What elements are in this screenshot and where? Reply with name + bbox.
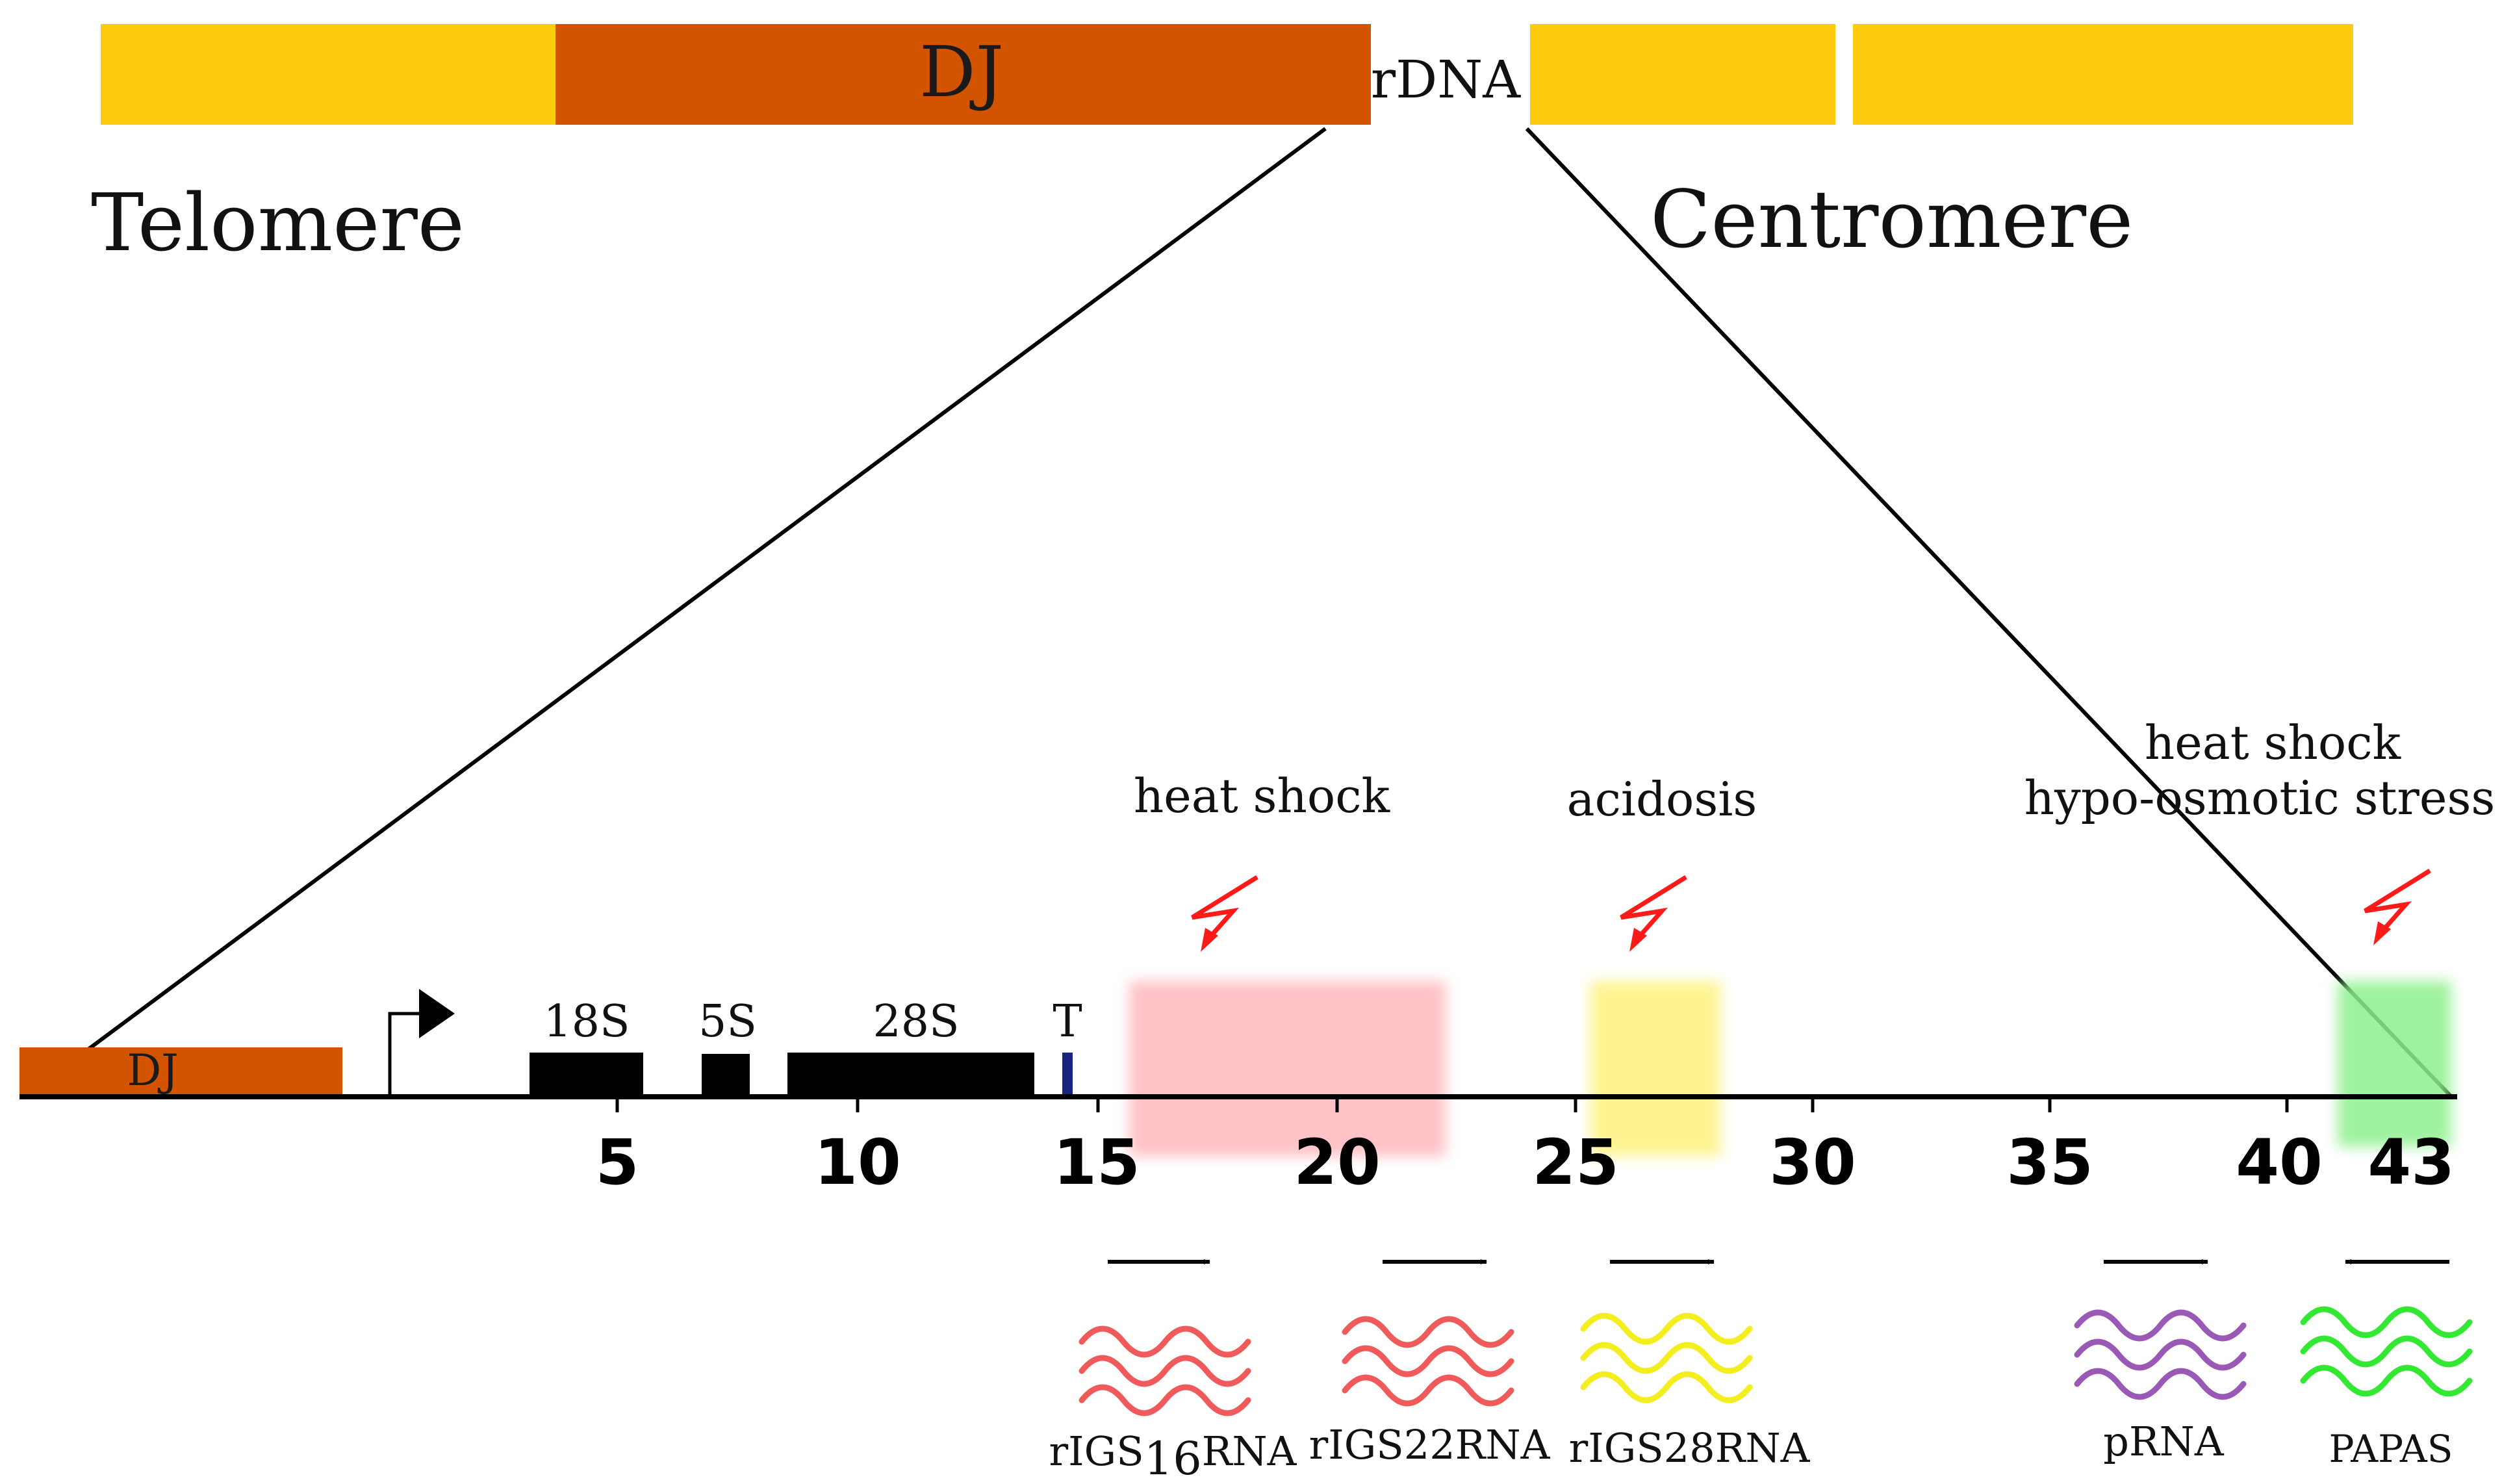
centromere-label: Centromere — [1650, 173, 2133, 266]
tick-label-20: 20 — [1294, 1126, 1381, 1199]
papas-label: PAPAS — [2329, 1427, 2453, 1471]
zoom-line-left — [21, 127, 1327, 1100]
chromosome-dj-label: DJ — [919, 32, 1004, 113]
chromosome-rdna-label: rDNA — [1371, 49, 1521, 110]
stress-hypo-osmotic-label: hypo-osmotic stress — [2024, 771, 2496, 825]
stress-acidosis-label: acidosis — [1567, 772, 1757, 826]
lightning-bolt-icon — [1620, 875, 1687, 952]
prna-icon — [2074, 1309, 2247, 1400]
rigs28-rna-icon — [1580, 1312, 1753, 1403]
tick-marks — [615, 1097, 2289, 1112]
prna-label: pRNA — [2103, 1418, 2225, 1465]
stress-heat-shock-2-label: heat shock — [2145, 715, 2402, 770]
chromosome-arm-right-2 — [1853, 24, 2353, 125]
gene-18s — [530, 1053, 643, 1097]
papas-rna-icon — [2300, 1306, 2473, 1397]
telomere-label: Telomere — [91, 177, 465, 269]
zoom-line-right — [1525, 127, 2455, 1100]
chromosome-arm-right-1 — [1530, 24, 1835, 125]
stress-heat-shock-label: heat shock — [1134, 769, 1391, 823]
rigs16-subscript: 16 — [1144, 1432, 1202, 1484]
rdna-unit: DJ 18S 5S 28S T 5 10 15 20 25 30 — [19, 989, 2457, 1199]
chromosome-arm-left — [101, 24, 555, 125]
gene-18s-label: 18S — [543, 996, 630, 1047]
tick-label-25: 25 — [1532, 1126, 1619, 1199]
gene-28s-label: 28S — [873, 996, 959, 1047]
tick-label-43: 43 — [2368, 1126, 2455, 1199]
tick-label-5: 5 — [596, 1126, 639, 1199]
rigs22-rna-icon — [1342, 1316, 1514, 1407]
tick-label-30: 30 — [1769, 1126, 1856, 1199]
tick-label-15: 15 — [1053, 1126, 1140, 1199]
tick-labels: 5 10 15 20 25 30 35 40 43 — [596, 1126, 2455, 1199]
unit-dj-region — [19, 1047, 342, 1095]
chromosome-rdna-region — [1371, 24, 1530, 125]
terminator-label: T — [1053, 996, 1082, 1047]
promoter-arrow-head — [419, 989, 455, 1038]
promoter-arrow — [388, 1012, 419, 1097]
terminator-box — [1062, 1053, 1073, 1097]
acidosis-region — [1590, 981, 1720, 1157]
tick-label-10: 10 — [814, 1126, 901, 1199]
lightning-bolt-icon — [2364, 869, 2431, 945]
tick-label-35: 35 — [2006, 1126, 2093, 1199]
rigs16-label: rIGS16RNA — [1049, 1427, 1297, 1484]
heat-shock-region — [1129, 981, 1446, 1157]
gene-5s — [702, 1054, 750, 1097]
gene-5s-label: 5S — [698, 996, 757, 1047]
rigs16-rna-icon — [1079, 1325, 1251, 1416]
rigs16-suffix: RNA — [1202, 1427, 1297, 1475]
tick-label-40: 40 — [2236, 1126, 2323, 1199]
unit-dj-label: DJ — [127, 1045, 178, 1095]
gene-28s — [787, 1053, 1034, 1097]
rigs22-label: rIGS22RNA — [1309, 1421, 1551, 1468]
hypo-osmotic-region — [2338, 981, 2451, 1147]
rigs16-prefix: rIGS — [1049, 1427, 1144, 1475]
lightning-bolt-icon — [1191, 875, 1258, 952]
rigs28-label: rIGS28RNA — [1569, 1424, 1811, 1472]
chromosome-dj-region — [555, 24, 1371, 125]
chromosome: DJ rDNA — [101, 24, 2353, 125]
